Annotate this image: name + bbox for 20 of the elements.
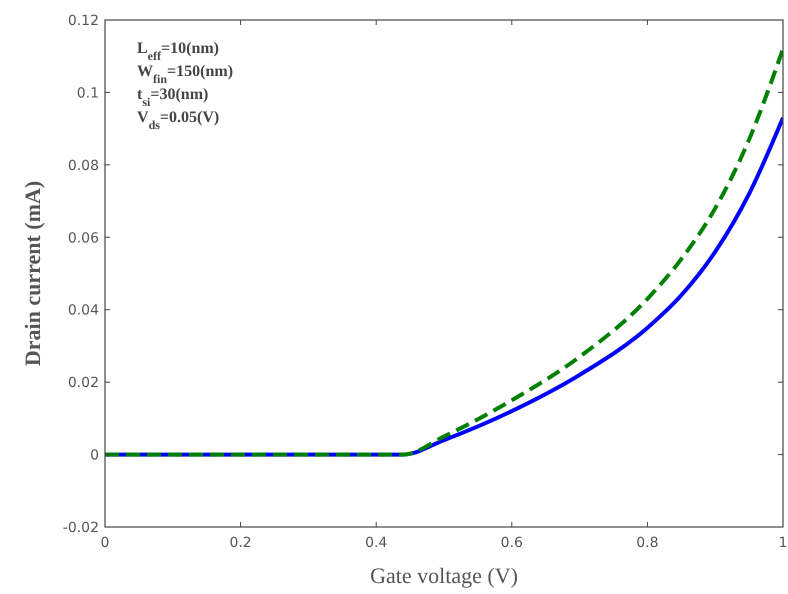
x-tick-label: 0.6 [500,535,524,551]
x-tick-label: 0.8 [636,535,659,551]
x-axis-title: Gate voltage (V) [370,563,518,588]
annotation: t$_{si}$=30(nm) [137,86,208,109]
y-tick-label: 0.1 [76,85,99,102]
y-tick-label: 0.08 [68,158,99,174]
y-axis-title: Drain current (mA) [20,180,45,366]
annotation: L$_{eff}$=10(nm) [137,40,219,63]
annotation: V$_{ds}$=0.05(V) [137,109,220,132]
annotation: W$_{fin}$=150(nm) [137,63,234,86]
y-tick-label: 0.06 [68,230,100,246]
y-tick-label: 0.02 [68,375,99,392]
y-tick-label: -0.02 [62,520,99,536]
x-tick-label: 0.4 [365,535,388,551]
x-tick-label: 0 [100,535,110,551]
y-tick-label: 0 [90,448,99,464]
x-tick-label: 0.2 [229,535,252,551]
y-tick-label: 0.04 [68,302,100,319]
x-tick-label: 1 [778,535,788,551]
y-tick-label: 0.12 [68,13,99,29]
